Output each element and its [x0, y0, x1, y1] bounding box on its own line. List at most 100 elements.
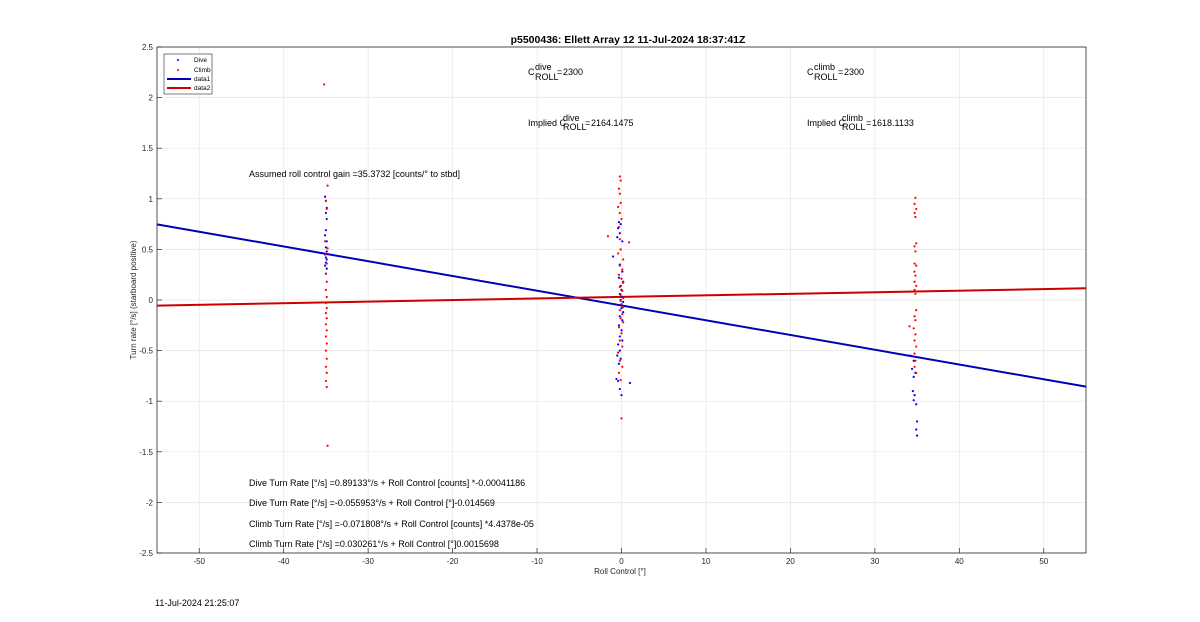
svg-text:Implied C: Implied C [528, 118, 567, 128]
point-dive [620, 394, 623, 397]
point-climb [325, 306, 328, 310]
point-climb [325, 342, 328, 345]
point-climb [326, 444, 329, 447]
point-climb [915, 207, 918, 211]
point-climb [617, 371, 621, 374]
point-climb [620, 417, 623, 420]
x-tick-label: 10 [702, 557, 711, 566]
point-climb [617, 252, 620, 255]
point-dive [618, 387, 621, 391]
point-climb [622, 296, 625, 300]
point-dive [324, 211, 328, 215]
point-climb [324, 349, 328, 352]
point-dive [324, 229, 328, 232]
point-climb [617, 205, 620, 208]
x-tick-label: -10 [531, 557, 543, 566]
x-tick-label: -20 [447, 557, 459, 566]
point-climb [621, 289, 624, 292]
axis-ticks: -50 -40 -30 -20 -10 0 10 20 30 40 50-2.5-2-1.5-1-0… [139, 43, 1049, 566]
point-dive [616, 236, 619, 239]
point-climb [915, 242, 918, 245]
point-dive [915, 420, 919, 423]
point-climb [913, 211, 916, 215]
x-tick-label: -40 [278, 557, 290, 566]
point-climb [621, 365, 624, 368]
point-climb [914, 274, 917, 277]
point-climb [914, 359, 917, 362]
point-dive [325, 217, 328, 221]
point-climb [324, 288, 328, 291]
y-tick-label: 1.5 [142, 144, 154, 153]
point-climb [619, 317, 622, 320]
point-dive [325, 240, 328, 243]
point-dive [325, 250, 328, 253]
legend-climb-marker [177, 69, 179, 71]
point-climb [619, 378, 622, 382]
y-tick-label: 2.5 [142, 43, 154, 52]
point-climb [618, 238, 621, 241]
point-dive [915, 403, 918, 406]
point-climb [912, 327, 915, 330]
point-climb [908, 325, 911, 328]
point-dive [617, 220, 621, 224]
point-climb [324, 199, 328, 202]
point-climb [324, 335, 328, 338]
fit-line-climb-counts: Climb Turn Rate [°/s] =-0.071808°/s + Ro… [249, 519, 534, 529]
point-dive [324, 256, 328, 259]
point-climb [619, 299, 622, 303]
point-climb [325, 385, 328, 389]
point-climb [618, 211, 621, 215]
point-dive [912, 359, 915, 362]
svg-text:climb: climb [842, 113, 863, 123]
point-dive [621, 270, 624, 273]
point-climb [620, 302, 623, 306]
point-climb [621, 313, 624, 316]
point-climb [914, 333, 917, 336]
point-climb [617, 351, 620, 354]
point-climb [618, 264, 621, 267]
point-dive [621, 240, 624, 243]
point-climb [622, 258, 625, 261]
y-tick-label: 0.5 [142, 245, 154, 254]
point-dive [622, 300, 625, 304]
y-tick-label: 2 [149, 94, 154, 103]
point-dive [911, 389, 914, 393]
point-dive [620, 306, 623, 310]
point-climb [325, 295, 328, 299]
point-climb [618, 285, 621, 288]
point-dive [618, 349, 621, 352]
point-climb [620, 332, 623, 335]
implied-dive-annotation: Implied C dive ROLL = 2164.1475 [528, 113, 634, 132]
svg-text:climb: climb [814, 62, 835, 72]
svg-text:C: C [807, 67, 814, 77]
point-climb [913, 288, 916, 291]
point-climb [326, 184, 329, 187]
point-dive [622, 311, 625, 314]
point-dive [620, 329, 623, 332]
point-dive [621, 339, 624, 342]
x-tick-label: -30 [362, 557, 374, 566]
svg-text:dive: dive [563, 113, 580, 123]
point-climb [619, 179, 622, 182]
svg-text:C: C [528, 67, 535, 77]
point-dive [617, 362, 621, 365]
point-climb [617, 187, 621, 190]
c-roll-climb-annotation: C climb ROLL = 2300 [807, 62, 864, 82]
point-climb [325, 262, 328, 265]
point-climb [915, 345, 918, 348]
point-dive [915, 434, 919, 437]
point-climb [325, 329, 328, 332]
point-dive [909, 354, 912, 357]
legend: Dive Climb data1 data2 [163, 53, 213, 95]
point-climb [914, 292, 917, 296]
x-tick-label: 40 [955, 557, 964, 566]
point-climb [913, 352, 916, 355]
svg-text:ROLL: ROLL [563, 122, 587, 132]
y-tick-label: 1 [149, 195, 154, 204]
y-tick-label: -2 [146, 498, 154, 507]
svg-text:=: = [585, 118, 590, 128]
point-dive [913, 394, 916, 397]
point-climb [325, 280, 328, 283]
point-dive [617, 276, 621, 279]
